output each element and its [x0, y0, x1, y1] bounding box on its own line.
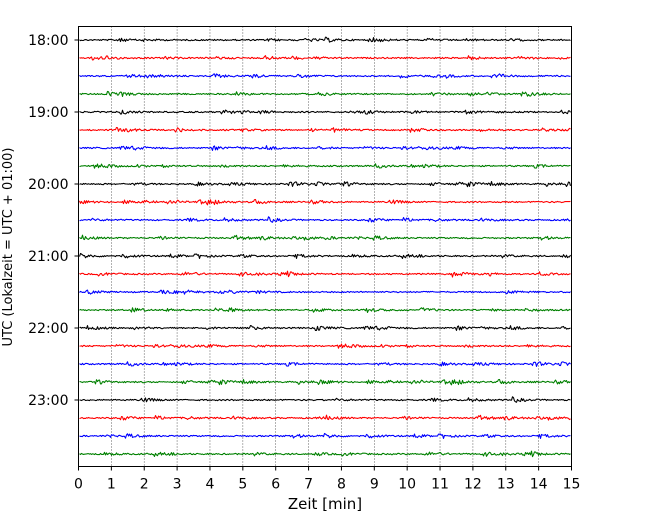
x-tick-label: 5 [238, 477, 247, 493]
x-tick-label: 13 [497, 477, 515, 493]
trace-2300 [79, 396, 571, 403]
y-tick-label: 21:00 [28, 249, 68, 265]
trace-2115 [79, 270, 571, 278]
y-axis-ticks: 18:00 19:00 20:00 21:00 22:00 23:00 [28, 33, 79, 409]
trace-2230 [79, 361, 571, 367]
trace-1815 [79, 55, 571, 61]
y-tick-label: 23:00 [28, 393, 68, 409]
x-tick-label: 11 [431, 477, 449, 493]
trace-2330 [79, 432, 571, 439]
y-tick-label: 18:00 [28, 33, 68, 49]
grid-lines [111, 26, 539, 467]
x-tick-label: 6 [271, 477, 280, 493]
trace-2200 [79, 324, 571, 332]
x-tick-label: 14 [530, 477, 548, 493]
trace-1930 [79, 145, 571, 151]
x-axis-ticks: 0 1 2 3 4 5 6 7 8 9 10 11 12 13 14 15 [74, 466, 581, 493]
plot-frame [78, 26, 572, 467]
trace-2345 [79, 450, 571, 458]
x-axis-label: Zeit [min] [288, 495, 362, 513]
trace-1915 [79, 126, 571, 133]
x-tick-label: 1 [107, 477, 116, 493]
y-tick-label: 20:00 [28, 177, 68, 193]
x-tick-label: 8 [337, 477, 346, 493]
trace-2015 [78, 198, 571, 206]
trace-1845 [79, 90, 571, 97]
y-axis-label: UTC (Lokalzeit = UTC + 01:00) [1, 148, 16, 347]
x-tick-label: 2 [140, 477, 149, 493]
x-tick-label: 0 [74, 477, 83, 493]
y-tick-label: 22:00 [28, 321, 68, 337]
trace-1945 [79, 163, 571, 169]
trace-2130 [79, 289, 571, 295]
x-tick-label: 4 [206, 477, 215, 493]
x-tick-label: 12 [464, 477, 482, 493]
trace-2100 [78, 252, 571, 260]
trace-2030 [79, 216, 571, 223]
trace-series [78, 36, 572, 458]
trace-1900 [79, 109, 571, 115]
trace-1830 [79, 73, 571, 79]
x-tick-label: 10 [398, 477, 416, 493]
trace-1800 [79, 36, 571, 43]
x-tick-label: 15 [563, 477, 581, 493]
trace-2045 [79, 234, 571, 241]
trace-2245 [79, 378, 571, 386]
y-tick-label: 19:00 [28, 105, 68, 121]
trace-2215 [79, 343, 571, 349]
trace-2315 [79, 414, 571, 421]
trace-2000 [79, 181, 572, 188]
x-tick-label: 9 [370, 477, 379, 493]
x-tick-label: 7 [304, 477, 313, 493]
x-tick-label: 3 [173, 477, 182, 493]
trace-2145 [79, 307, 571, 314]
